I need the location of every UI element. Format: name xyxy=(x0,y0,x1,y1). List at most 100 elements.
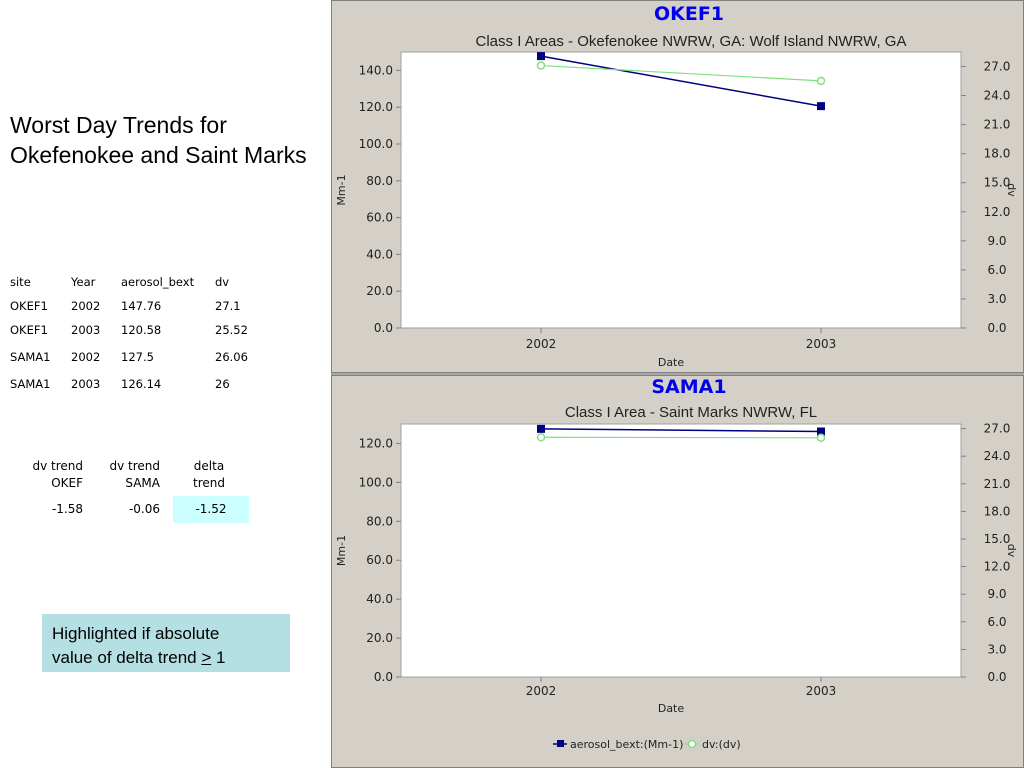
chart-subtitle: Class I Areas - Okefenokee NWRW, GA: Wol… xyxy=(476,33,907,50)
legend-label: dv:(dv) xyxy=(702,738,741,751)
table-header-cell: dv xyxy=(215,275,230,289)
data-point xyxy=(816,433,826,443)
table-cell: 126.14 xyxy=(121,377,162,391)
y2-axis-label: dv xyxy=(1005,544,1018,558)
note-line-2-suffix: 1 xyxy=(211,648,226,667)
chart-subtitle: Class I Area - Saint Marks NWRW, FL xyxy=(565,404,817,421)
legend-marker xyxy=(687,739,697,749)
trend-header-line: delta xyxy=(193,459,225,473)
table-cell: 120.58 xyxy=(121,323,162,337)
trend-header-line: dv trend xyxy=(32,459,83,473)
y-tick-label: 60.0 xyxy=(366,211,393,225)
table-cell: 25.52 xyxy=(215,323,248,337)
table-cell: OKEF1 xyxy=(10,299,48,313)
table-cell: SAMA1 xyxy=(10,350,51,364)
y-tick-label: 40.0 xyxy=(366,592,393,606)
y-tick-label: 40.0 xyxy=(366,247,393,261)
highlight-note: Highlighted if absolute value of delta t… xyxy=(42,614,290,672)
y-tick-label: 140.0 xyxy=(359,63,393,77)
x-tick-label: 2002 xyxy=(526,337,557,351)
table-cell: 2002 xyxy=(71,299,101,313)
y2-tick-label: 0.0 xyxy=(987,321,1006,335)
trend-value: -1.58 xyxy=(51,502,83,516)
y2-tick-label: 6.0 xyxy=(987,615,1006,629)
x-axis-label: Date xyxy=(658,356,685,369)
y2-tick-label: 9.0 xyxy=(987,234,1006,248)
trend-header: delta trend xyxy=(161,458,237,492)
trend-header-line: trend xyxy=(193,476,225,490)
table-cell: SAMA1 xyxy=(10,377,51,391)
page-title: Worst Day Trends for Okefenokee and Sain… xyxy=(10,112,307,168)
trend-header-line: OKEF xyxy=(51,476,83,490)
legend-marker xyxy=(557,740,564,747)
chart-title: SAMA1 xyxy=(651,376,726,398)
y-tick-label: 0.0 xyxy=(374,670,393,684)
note-line-2: value of delta trend > 1 xyxy=(52,646,280,670)
y2-tick-label: 3.0 xyxy=(987,292,1006,306)
y2-tick-label: 15.0 xyxy=(984,176,1011,190)
table-cell: 2003 xyxy=(71,323,101,337)
table-cell: 27.1 xyxy=(215,299,241,313)
plot-area xyxy=(400,423,962,678)
y2-tick-label: 27.0 xyxy=(984,60,1011,74)
chart-title: OKEF1 xyxy=(654,3,724,25)
series-line xyxy=(540,436,822,439)
x-axis-label: Date xyxy=(658,702,685,715)
y2-tick-label: 21.0 xyxy=(984,477,1011,491)
note-line-2-prefix: value of delta trend xyxy=(52,648,202,667)
y-tick-label: 80.0 xyxy=(366,514,393,528)
y-tick-label: 20.0 xyxy=(366,631,393,645)
trend-header: dv trend OKEF xyxy=(7,458,83,492)
y-tick-label: 120.0 xyxy=(359,100,393,114)
greater-equal-symbol: > xyxy=(201,648,212,667)
y2-axis-label: dv xyxy=(1005,183,1018,197)
table-header-cell: aerosol_bext xyxy=(121,275,195,289)
table-cell: 26.06 xyxy=(215,350,248,364)
data-point xyxy=(817,102,825,111)
y-tick-label: 0.0 xyxy=(374,321,393,335)
series-line xyxy=(540,55,822,107)
y2-tick-label: 18.0 xyxy=(984,147,1011,161)
y2-tick-label: 6.0 xyxy=(987,263,1006,277)
data-point xyxy=(536,61,546,70)
y2-tick-label: 18.0 xyxy=(984,504,1011,518)
y2-tick-label: 24.0 xyxy=(984,449,1011,463)
table-cell: 147.76 xyxy=(121,299,162,313)
y-tick-label: 120.0 xyxy=(359,436,393,450)
trend-header-line: SAMA xyxy=(125,476,160,490)
data-point xyxy=(817,427,825,436)
series-line xyxy=(540,64,822,82)
y-tick-label: 100.0 xyxy=(359,475,393,489)
chart-panel: OKEF1 Class I Areas - Okefenokee NWRW, GA… xyxy=(331,0,1024,768)
plot-area xyxy=(400,51,962,329)
y2-tick-label: 9.0 xyxy=(987,587,1006,601)
table-cell: 26 xyxy=(215,377,230,391)
legend-label: aerosol_bext:(Mm-1) xyxy=(570,738,683,751)
y2-tick-label: 15.0 xyxy=(984,532,1011,546)
y-axis-label: Mm-1 xyxy=(335,174,348,205)
y-tick-label: 20.0 xyxy=(366,284,393,298)
table-cell: OKEF1 xyxy=(10,323,48,337)
y2-tick-label: 21.0 xyxy=(984,118,1011,132)
table-header-cell: site xyxy=(10,275,31,289)
y-tick-label: 80.0 xyxy=(366,174,393,188)
trend-header-line: dv trend xyxy=(109,459,160,473)
data-point xyxy=(537,52,545,61)
charts-svg: OKEF1 Class I Areas - Okefenokee NWRW, GA… xyxy=(331,0,1024,768)
y2-tick-label: 3.0 xyxy=(987,642,1006,656)
y2-tick-label: 24.0 xyxy=(984,89,1011,103)
table-cell: 2003 xyxy=(71,377,101,391)
table-cell: 2002 xyxy=(71,350,101,364)
data-point xyxy=(816,76,826,86)
y2-tick-label: 12.0 xyxy=(984,205,1011,219)
x-tick-label: 2003 xyxy=(806,337,837,351)
y-axis-label: Mm-1 xyxy=(335,535,348,566)
y2-tick-label: 0.0 xyxy=(987,670,1006,684)
x-tick-label: 2003 xyxy=(806,684,837,698)
data-point xyxy=(537,424,545,433)
y-tick-label: 100.0 xyxy=(359,137,393,151)
data-point xyxy=(536,432,546,442)
y2-tick-label: 27.0 xyxy=(984,422,1011,436)
left-panel: Worst Day Trends for Okefenokee and Sain… xyxy=(0,0,330,768)
table-header-cell: Year xyxy=(71,275,96,289)
